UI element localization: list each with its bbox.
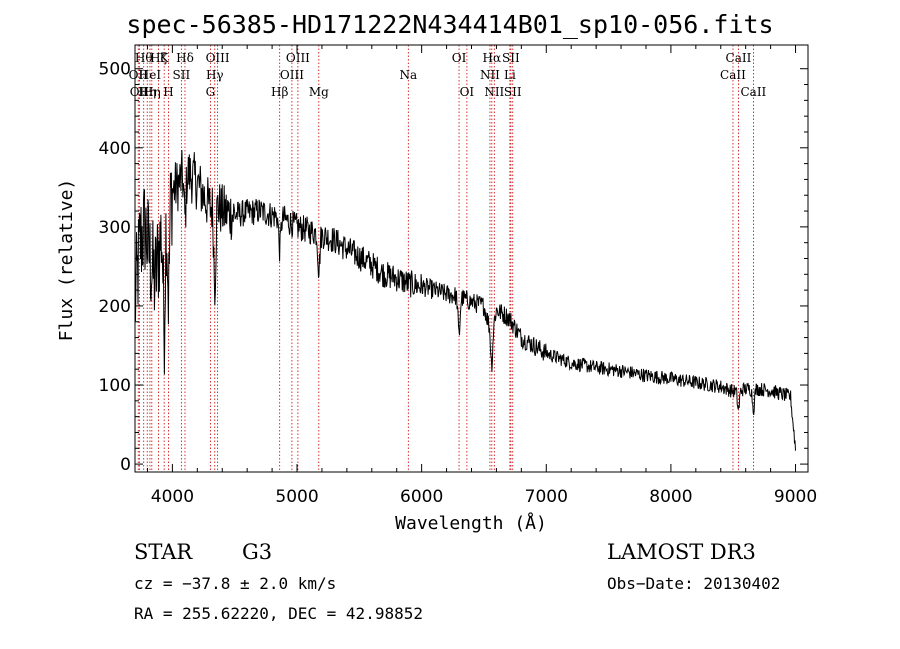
line-label: CaII — [726, 51, 752, 65]
y-axis: 0 100 200 300 400 500 — [99, 60, 808, 475]
subclass-label: G3 — [242, 540, 273, 564]
x-tick-label: 6000 — [400, 487, 443, 507]
line-label: SII — [502, 51, 520, 65]
y-tick-label: 0 — [120, 455, 131, 475]
line-label: Hθ — [135, 51, 153, 65]
x-tick-label: 8000 — [649, 487, 692, 507]
y-tick-label: 500 — [99, 60, 131, 80]
x-tick-label: 4000 — [151, 487, 194, 507]
line-markers — [137, 45, 754, 472]
line-label: OI — [452, 51, 467, 65]
line-label: Hη — [138, 85, 156, 99]
spectrum-line — [134, 150, 796, 451]
coordinates-text: RA = 255.62220, DEC = 42.98852 — [134, 604, 423, 623]
line-label: CaII — [720, 68, 746, 82]
line-label: OIII — [280, 68, 304, 82]
x-axis: 4000 5000 6000 7000 8000 9000 — [146, 45, 817, 507]
y-tick-label: 300 — [99, 218, 131, 238]
y-tick-label: 100 — [99, 376, 131, 396]
y-tick-label: 200 — [99, 297, 131, 317]
line-label: Hα — [483, 51, 502, 65]
redshift-text: cz = −37.8 ± 2.0 km/s — [134, 574, 337, 593]
line-label: Hδ — [176, 51, 194, 65]
line-labels: OIIOIIHθHηHeIHηHζKHSIIHδGHγOIIIHβOIIIOII… — [129, 51, 767, 99]
line-label: OI — [460, 85, 475, 99]
line-label: H — [163, 85, 173, 99]
obs-date-text: Obs−Date: 20130402 — [607, 574, 781, 593]
line-label: SII — [173, 68, 191, 82]
line-label: NII — [480, 68, 500, 82]
chart-title: spec-56385-HD171222N434414B01_sp10-056.f… — [126, 10, 774, 39]
line-label: Li — [504, 68, 516, 82]
line-label: OIII — [206, 51, 230, 65]
x-axis-label: Wavelength (Å) — [395, 512, 547, 534]
survey-label: LAMOST DR3 — [607, 540, 756, 564]
line-label: K — [160, 51, 170, 65]
line-label: Na — [399, 68, 417, 82]
line-label: Mg — [309, 85, 329, 99]
line-label: SII — [504, 85, 522, 99]
class-label: STAR — [134, 540, 193, 564]
line-label: HeI — [139, 68, 162, 82]
line-label: Hγ — [206, 68, 224, 82]
y-axis-label: Flux (relative) — [56, 179, 77, 342]
line-label: Hη — [143, 85, 161, 99]
line-label: Hβ — [271, 85, 288, 99]
x-tick-label: 7000 — [525, 487, 568, 507]
line-label: OIII — [286, 51, 310, 65]
line-label: CaII — [740, 85, 766, 99]
x-tick-label: 5000 — [275, 487, 318, 507]
x-tick-label: 9000 — [774, 487, 817, 507]
line-label: Hζ — [150, 51, 167, 65]
line-label: G — [206, 85, 216, 99]
y-tick-label: 400 — [99, 139, 131, 159]
line-label: OII — [129, 68, 149, 82]
line-label: NII — [484, 85, 504, 99]
plot-frame — [134, 44, 809, 473]
